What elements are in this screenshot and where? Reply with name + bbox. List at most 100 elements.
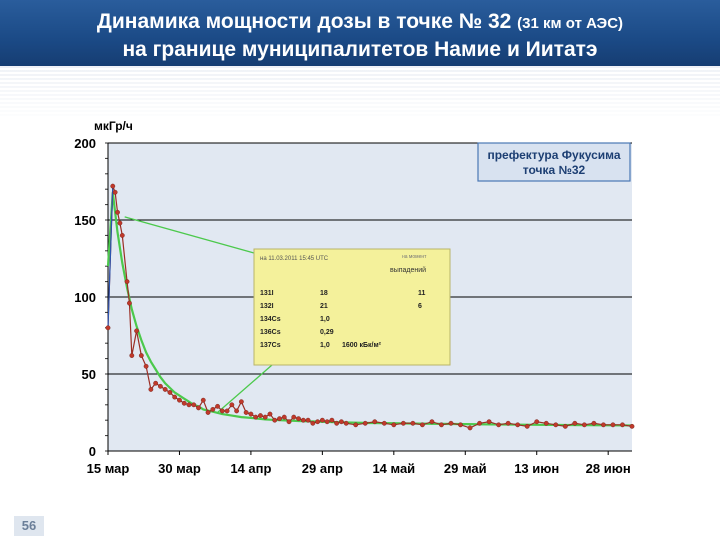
measured-point <box>505 420 511 426</box>
measured-point <box>119 232 125 238</box>
measured-point <box>315 419 320 425</box>
measured-point <box>138 353 144 358</box>
measured-point <box>127 300 132 306</box>
measured-point <box>515 422 521 428</box>
title-banner: Динамика мощности дозы в точке № 32 (31 … <box>0 0 720 66</box>
measured-point <box>339 419 344 425</box>
measured-point <box>143 363 149 369</box>
inset-value: 0,29 <box>320 329 334 336</box>
measured-point <box>300 417 306 423</box>
legend-point: точка №32 <box>523 163 586 177</box>
inset-deposition-value: 1600 кБк/м² <box>342 342 382 349</box>
measured-point <box>224 408 230 414</box>
legend-box <box>477 142 631 182</box>
inset-value: 18 <box>320 290 328 297</box>
measured-point <box>477 420 482 426</box>
measured-point <box>429 419 435 425</box>
measured-point <box>410 420 416 426</box>
measured-point <box>253 414 259 420</box>
inset-table-bg <box>253 248 451 366</box>
measured-point <box>467 425 473 431</box>
measured-point <box>448 420 454 426</box>
x-tick-label: 14 апр <box>230 461 271 476</box>
measured-point <box>153 380 159 386</box>
x-tick-label: 29 май <box>444 461 487 476</box>
x-tick-label: 28 июн <box>586 461 631 476</box>
measured-point <box>148 386 154 392</box>
measured-point <box>115 209 120 215</box>
measured-point <box>319 417 325 423</box>
measured-point <box>177 397 182 403</box>
measured-point <box>305 417 311 423</box>
title-line-1-distance: (31 км от АЭС) <box>517 15 624 32</box>
y-tick-label: 0 <box>89 444 96 459</box>
measured-point <box>362 420 368 426</box>
measured-point <box>162 386 168 392</box>
title-line-1: Динамика мощности дозы в точке № 32 (31 … <box>0 10 720 34</box>
measured-point <box>543 420 549 426</box>
measured-point <box>229 402 235 408</box>
legend-prefecture: префектура Фукусима <box>487 148 620 162</box>
measured-point <box>353 422 359 428</box>
measured-point <box>157 383 163 389</box>
measured-point <box>117 220 123 226</box>
measured-point <box>272 417 278 423</box>
measured-point <box>262 414 268 420</box>
measured-point <box>186 402 192 408</box>
x-tick-label: 14 май <box>372 461 415 476</box>
measured-point <box>124 279 130 284</box>
measured-point <box>205 410 211 415</box>
measured-point <box>238 399 244 405</box>
measured-point <box>400 420 406 426</box>
measured-point <box>486 419 492 425</box>
x-tick-label: 29 апр <box>302 461 343 476</box>
y-axis-label: мкГр/ч <box>94 119 133 133</box>
inset-deposition-value: 11 <box>418 290 426 297</box>
inset-nuclide: 131I <box>260 290 274 297</box>
x-tick-label: 15 мар <box>87 461 130 476</box>
title-line-1-text: Динамика мощности дозы в точке № 32 <box>96 10 518 33</box>
measured-point <box>210 407 216 412</box>
inset-value: 1,0 <box>320 316 330 323</box>
measured-point <box>196 405 201 411</box>
measured-point <box>372 419 378 425</box>
measured-point <box>134 328 139 334</box>
measured-point <box>219 408 225 414</box>
measured-point <box>629 423 635 429</box>
measured-point <box>296 416 301 422</box>
inset-header-date: на 11.03.2011 15:45 UTC <box>260 256 329 262</box>
measured-point <box>496 422 502 428</box>
measured-point <box>112 189 118 195</box>
y-tick-label: 100 <box>74 290 96 305</box>
inset-value: 21 <box>320 303 328 310</box>
measured-point <box>534 419 540 425</box>
x-tick-label: 30 мар <box>158 461 201 476</box>
inset-value: 1,0 <box>320 342 330 349</box>
measured-point <box>243 410 249 415</box>
measured-point <box>581 422 587 428</box>
y-tick-label: 50 <box>82 367 96 382</box>
measured-point <box>172 394 178 400</box>
x-tick-label: 13 июн <box>514 461 559 476</box>
measured-point <box>181 400 187 406</box>
measured-point <box>334 420 340 426</box>
measured-point <box>258 413 263 418</box>
measured-point <box>105 325 111 331</box>
measured-point <box>215 403 220 409</box>
measured-point <box>329 417 335 423</box>
measured-point <box>167 390 173 395</box>
inset-connector <box>124 216 255 254</box>
y-tick-label: 150 <box>74 213 96 228</box>
measured-point <box>553 422 559 428</box>
measured-point <box>419 422 425 428</box>
measured-point <box>601 422 606 428</box>
stripes-fade <box>0 66 720 126</box>
measured-point <box>277 416 282 422</box>
measured-point <box>310 420 316 426</box>
measured-point <box>439 422 444 428</box>
measured-point <box>248 411 254 417</box>
measured-point <box>281 414 287 420</box>
inset-header-deposition: выпадений <box>390 266 426 274</box>
measured-point <box>343 420 349 426</box>
measured-point <box>191 402 197 408</box>
